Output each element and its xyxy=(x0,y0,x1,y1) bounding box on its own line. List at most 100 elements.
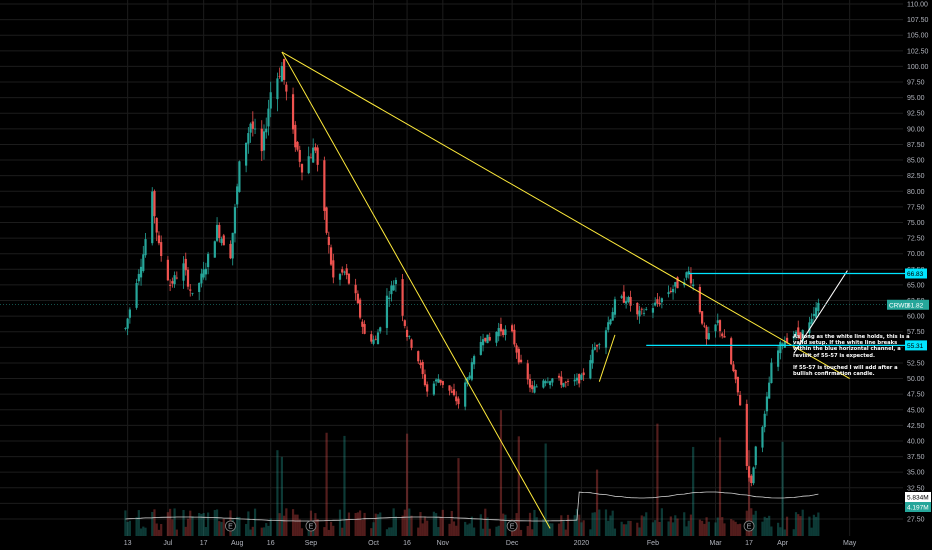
symbol-text: CRWD xyxy=(889,302,909,309)
volume-bar xyxy=(642,516,646,536)
volume-bar xyxy=(736,524,739,536)
annotation-line-1: As long as the white line holds, this is… xyxy=(793,334,910,359)
candle-body xyxy=(595,345,599,347)
candle-body xyxy=(752,467,755,484)
candle-body xyxy=(207,253,210,268)
volume-bar xyxy=(593,512,596,536)
volume-bar xyxy=(198,512,201,536)
volume-bar xyxy=(810,527,813,536)
volume-label-text: 5.834M xyxy=(907,495,929,502)
volume-bar xyxy=(792,529,795,536)
candle-body xyxy=(638,310,641,317)
candle-body xyxy=(481,339,485,346)
volume-bar xyxy=(488,528,491,536)
volume-bar xyxy=(779,527,782,536)
candle-body xyxy=(332,260,335,278)
volume-bar xyxy=(794,512,798,536)
candle-body xyxy=(316,147,319,165)
price-tick-label: 45.00 xyxy=(907,407,925,414)
candle-body xyxy=(345,268,348,275)
candle-body xyxy=(251,121,254,129)
volume-bar xyxy=(607,520,610,536)
candle-body xyxy=(338,274,342,280)
candle-body xyxy=(676,277,679,289)
volume-bar xyxy=(356,512,359,536)
candle-body xyxy=(468,375,471,379)
candle-body xyxy=(171,281,174,284)
volume-bar xyxy=(207,512,210,536)
time-tick-label: Mar xyxy=(709,540,722,547)
volume-bar xyxy=(126,521,129,536)
volume-bar xyxy=(182,509,185,536)
candle-body xyxy=(372,339,375,344)
price-tick-label: 40.00 xyxy=(907,438,925,445)
candle-body xyxy=(379,327,382,332)
price-tick-label: 35.00 xyxy=(907,470,925,477)
candle-body xyxy=(642,312,646,314)
volume-bar xyxy=(312,527,315,536)
volume-bar xyxy=(723,523,726,536)
candle-body xyxy=(363,324,366,334)
candle-body xyxy=(604,330,608,348)
candle-body xyxy=(426,384,429,392)
volume-bar xyxy=(218,521,221,536)
volume-bar xyxy=(734,521,737,536)
volume-bar xyxy=(283,515,286,536)
candle-body xyxy=(376,332,380,345)
candle-body xyxy=(403,320,406,326)
candle-body xyxy=(329,247,333,265)
candle-body xyxy=(671,288,675,293)
volume-bar xyxy=(676,518,679,536)
candle-body xyxy=(777,350,780,367)
volume-bar xyxy=(345,519,348,536)
candle-body xyxy=(464,382,467,407)
volume-bar xyxy=(479,514,482,536)
volume-bar xyxy=(374,513,377,536)
candle-body xyxy=(238,161,241,192)
candle-body xyxy=(135,283,138,308)
volume-bar xyxy=(718,437,722,536)
volume-bar xyxy=(423,516,427,536)
volume-bar xyxy=(437,527,440,536)
candle-body xyxy=(613,299,617,315)
candle-body xyxy=(611,312,614,321)
candle-body xyxy=(607,322,610,330)
volume-bar xyxy=(276,450,279,536)
candle-body xyxy=(323,160,326,211)
candle-body xyxy=(408,335,411,337)
volume-bar xyxy=(714,522,717,536)
candle-body xyxy=(564,382,567,383)
candle-body xyxy=(419,362,422,366)
candle-body xyxy=(247,133,250,144)
candle-body xyxy=(598,344,601,346)
volume-bar xyxy=(785,516,789,536)
volume-bar xyxy=(245,524,248,536)
volume-bar xyxy=(186,518,190,536)
volume-bar xyxy=(566,514,570,536)
annotation-line-2: If 55-57 is touched I will add after a b… xyxy=(793,364,898,378)
volume-bar xyxy=(464,521,467,536)
candle-body xyxy=(298,149,301,162)
candle-body xyxy=(528,378,532,388)
candle-body xyxy=(560,376,563,385)
volume-bar xyxy=(265,523,268,536)
candle-body xyxy=(517,348,520,363)
volume-ma-line xyxy=(125,491,819,522)
candle-body xyxy=(812,313,815,316)
volume-bar xyxy=(236,516,239,536)
volume-bar xyxy=(392,508,395,536)
volume-bar xyxy=(307,525,310,536)
candle-body xyxy=(557,375,561,378)
candle-body xyxy=(718,320,722,332)
price-tick-label: 97.50 xyxy=(907,80,925,87)
candle-body xyxy=(309,157,313,159)
volume-bar xyxy=(376,514,380,536)
candle-body xyxy=(721,333,724,337)
volume-bar xyxy=(808,516,811,536)
time-tick-label: 17 xyxy=(745,540,753,547)
candle-body xyxy=(763,413,766,428)
volume-bar xyxy=(763,516,766,536)
candle-body xyxy=(173,275,176,285)
